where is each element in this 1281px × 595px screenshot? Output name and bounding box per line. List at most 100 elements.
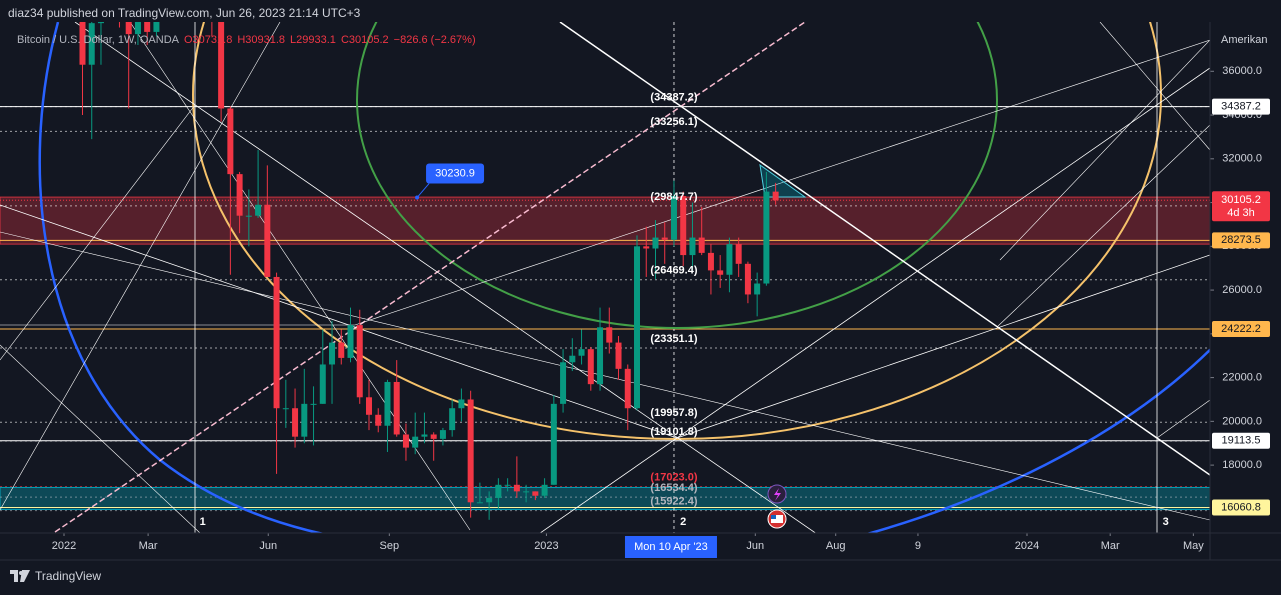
candle-body <box>338 342 345 358</box>
fan-line <box>74 22 817 533</box>
candle-body <box>597 327 604 385</box>
y-tick-label: 26000.0 <box>1222 284 1262 296</box>
candle-body <box>661 237 668 240</box>
triangle-drawing <box>759 163 807 198</box>
event-icon-glyph <box>774 488 781 501</box>
candles <box>79 22 779 520</box>
callout-pointer <box>416 183 430 198</box>
crosshair-label-box <box>624 536 717 558</box>
ohlc-value: C30105.2 <box>340 34 389 46</box>
candle-body <box>153 22 160 32</box>
crosshair-label: Mon 10 Apr '23 <box>634 541 708 553</box>
y-tick-label: 18000.0 <box>1222 459 1262 471</box>
current-price-box <box>1212 191 1270 222</box>
fan-line <box>0 22 281 511</box>
candle-body <box>236 174 243 216</box>
fan-line <box>0 104 196 361</box>
candle-body <box>329 342 336 365</box>
x-tick-label: 2024 <box>1015 540 1039 552</box>
candle-body <box>486 497 493 503</box>
candle-body <box>356 325 363 398</box>
ohlc-value: L29933.1 <box>290 34 336 46</box>
price-label-box <box>1212 499 1270 516</box>
x-tick-label: Jun <box>259 540 277 552</box>
level-label: (19101.8) <box>650 426 697 438</box>
price-label-box <box>1212 320 1270 337</box>
fan-line <box>996 124 1210 328</box>
candle-body <box>513 484 520 492</box>
price-label: 28273.5 <box>1221 234 1261 246</box>
marker-label: 1 <box>200 516 206 528</box>
candle-body <box>421 434 428 437</box>
change-value: −826.6 (−2.67%) <box>393 34 476 46</box>
candle-body <box>134 22 141 35</box>
zone <box>0 486 1210 511</box>
candle-body <box>458 399 465 409</box>
candle-body <box>439 430 446 439</box>
candle-body <box>698 237 705 253</box>
level-label: (17023.0) <box>650 471 697 483</box>
price-label: 24222.2 <box>1221 323 1261 335</box>
level-label: (26469.4) <box>650 265 697 277</box>
candle-body <box>393 381 400 435</box>
currency-label: Amerikan <box>1221 34 1268 46</box>
candle-body <box>680 196 687 256</box>
fan-line <box>676 254 1210 439</box>
candle-body <box>449 408 456 431</box>
arc <box>38 22 326 533</box>
candle-body <box>292 408 299 437</box>
candle-body <box>273 276 280 409</box>
x-tick-label: Mar <box>1101 540 1120 552</box>
level-label: (15922.4) <box>650 495 697 507</box>
fan-line <box>539 67 1210 533</box>
candle-body <box>763 191 770 284</box>
candle-body <box>495 484 502 498</box>
candle-body <box>560 362 567 404</box>
candle-body <box>125 22 132 35</box>
candle-body <box>310 403 317 405</box>
level-label: (23351.1) <box>650 333 697 345</box>
candle-body <box>670 196 677 240</box>
symbol-title: Bitcoin / U.S. Dollar, 1W, OANDA <box>17 34 179 46</box>
candle-body <box>643 246 650 249</box>
price-label: 16060.8 <box>1221 501 1261 513</box>
callout-label: 30230.9 <box>435 167 475 179</box>
trend-line <box>559 22 1210 476</box>
current-price-label: 30105.2 <box>1221 194 1261 206</box>
candle-body <box>144 22 151 32</box>
level-label: (16534.4) <box>650 482 697 494</box>
level-label: (19957.8) <box>650 407 697 419</box>
marker-label: 3 <box>1163 516 1169 528</box>
ohlc-value: O30731.8 <box>184 34 233 46</box>
fan-line <box>354 39 1210 326</box>
top-bar: diaz34 published on TradingView.com, Jun… <box>0 0 1281 28</box>
candle-body <box>624 368 631 409</box>
candle-body <box>430 434 437 439</box>
x-tick-label: 2023 <box>534 540 558 552</box>
overlay: (34387.2) (33256.1) (29847.7) (26469.4) (233… <box>52 65 1270 558</box>
fan-line <box>0 231 1210 521</box>
candle-body <box>245 215 252 217</box>
x-tick-label: May <box>1183 540 1204 552</box>
candle-body <box>384 381 391 426</box>
candle-body <box>606 327 613 343</box>
fan-line <box>0 344 201 533</box>
y-tick-label: 32000.0 <box>1222 153 1262 165</box>
footer: TradingView <box>10 569 101 583</box>
candle-body <box>347 325 354 358</box>
candle-body <box>467 399 474 503</box>
trend-line <box>54 22 806 533</box>
y-tick-label: 36000.0 <box>1222 65 1262 77</box>
ellipse <box>356 22 998 329</box>
x-tick-label: Aug <box>826 540 846 552</box>
candle-body <box>744 263 751 295</box>
candle-body <box>550 403 557 485</box>
candle-body <box>282 408 289 410</box>
x-tick-label: 9 <box>915 540 921 552</box>
candle-body <box>402 434 409 448</box>
countdown-label: 4d 3h <box>1227 207 1255 219</box>
y-tick-label: 20000.0 <box>1222 415 1262 427</box>
candle-body <box>375 414 382 426</box>
brand: TradingView <box>35 569 102 583</box>
